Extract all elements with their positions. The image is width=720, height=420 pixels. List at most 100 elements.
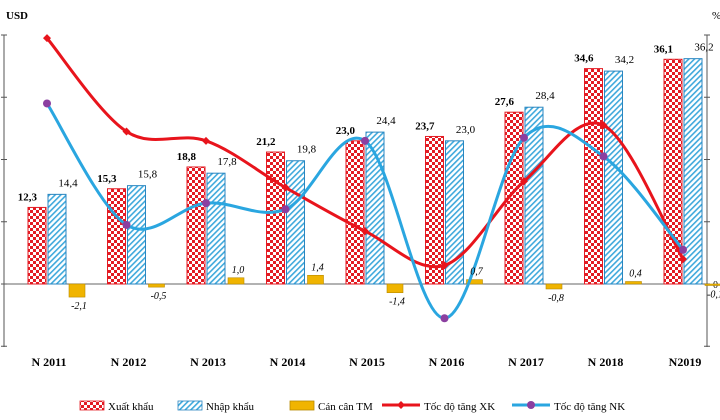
bar-trade-balance — [704, 283, 720, 286]
import-value-label: 23,0 — [456, 124, 476, 136]
import-growth-marker — [122, 220, 131, 229]
category-label: N 2014 — [270, 355, 306, 369]
legend: Xuất khẩu Nhập khẩu Cán cân TM Tốc độ tăng … — [79, 400, 625, 413]
export-value-label: 23,7 — [415, 120, 435, 132]
bar-import — [127, 185, 146, 285]
bar-import — [365, 131, 385, 285]
line-import-growth — [45, 102, 685, 320]
export-value-label: 34,6 — [574, 53, 594, 65]
import-value-label: 14,4 — [58, 177, 78, 189]
bar-import — [206, 172, 226, 285]
legend-item-export-label: Xuất khẩu — [108, 401, 154, 413]
export-growth-marker — [520, 177, 528, 186]
balance-value-label: 0,4 — [629, 269, 642, 280]
left-unit-label: USD — [6, 10, 28, 22]
export-growth-marker — [361, 227, 369, 236]
import-growth-marker — [520, 133, 528, 142]
export-growth-marker — [202, 136, 210, 145]
import-growth-marker — [599, 152, 608, 161]
import-value-label: 34,2 — [615, 54, 634, 66]
bar-export — [27, 206, 47, 285]
legend-item-import-growth-marker — [527, 401, 535, 409]
category-label: N 2018 — [588, 355, 624, 369]
import-growth-marker — [679, 245, 687, 254]
bar-trade-balance — [545, 283, 563, 290]
export-growth-marker — [43, 34, 51, 43]
import-value-label: 17,8 — [217, 156, 237, 168]
category-labels-group: N 2011 N 2012 N 2013 N 2014 N 2015 N 2016 N 20… — [31, 355, 701, 369]
export-value-label: 21,2 — [256, 136, 276, 148]
bar-trade-balance — [68, 283, 86, 298]
bar-trade-balance — [227, 277, 245, 285]
bar-export — [584, 68, 603, 285]
export-value-label: 15,3 — [97, 173, 117, 185]
category-label: N 2013 — [190, 355, 226, 369]
legend-item-import-growth-label: Tốc độ tăng NK — [554, 401, 625, 413]
category-label: N2019 — [669, 355, 702, 369]
balance-value-label: -0,1 — [707, 290, 720, 301]
legend-item-export-swatch — [79, 400, 105, 411]
legend-item-balance-swatch — [289, 400, 315, 411]
legend-item-import-label: Nhập khẩu — [206, 401, 254, 413]
category-label: N 2015 — [349, 355, 385, 369]
balance-value-label: -2,1 — [71, 301, 87, 312]
balance-value-label: -1,4 — [389, 297, 405, 308]
legend-item-balance-label: Cán cân TM — [318, 401, 373, 413]
line-series-group — [43, 34, 687, 323]
import-growth-marker — [43, 99, 51, 108]
export-value-label: 36,1 — [654, 43, 673, 55]
legend-item-import-growth-symbol — [512, 401, 550, 409]
import-growth-marker — [202, 199, 210, 208]
import-growth-marker — [281, 205, 290, 214]
export-value-label: 27,6 — [495, 96, 515, 108]
import-value-label: 15,8 — [138, 169, 158, 181]
import-value-label: 24,4 — [376, 115, 396, 127]
export-value-label: 23,0 — [336, 125, 356, 137]
legend-item-export-growth-label: Tốc độ tăng XK — [424, 401, 495, 413]
balance-value-label: 0,7 — [470, 267, 484, 278]
balance-value-label: 1,0 — [232, 265, 245, 276]
legend-item-export-growth-marker — [397, 401, 405, 409]
bar-trade-balance — [386, 283, 404, 294]
bar-trade-balance — [307, 274, 324, 285]
bar-export — [504, 111, 524, 285]
import-value-label: 36,2 — [694, 42, 713, 54]
bar-import — [286, 160, 305, 285]
category-label: N 2012 — [111, 355, 147, 369]
data-labels-group: 12,3 14,4 -2,1 15,3 15,8 -0,5 18,8 17,8 1,0 21,2 1… — [18, 42, 720, 312]
export-growth-marker — [122, 127, 131, 136]
category-label: N 2017 — [508, 355, 544, 369]
export-value-label: 12,3 — [18, 191, 38, 203]
bar-export — [425, 135, 444, 285]
bar-export — [345, 140, 365, 285]
export-growth-marker — [281, 183, 290, 192]
bar-trade-balance — [625, 281, 642, 285]
category-label: N 2016 — [429, 355, 465, 369]
bar-import — [47, 193, 67, 285]
export-growth-marker — [679, 255, 687, 264]
bar-export — [186, 166, 206, 285]
bar-export — [107, 188, 126, 285]
import-growth-marker — [440, 314, 449, 323]
bar-export — [266, 151, 285, 285]
bar-import — [524, 106, 544, 285]
import-growth-marker — [361, 136, 369, 145]
bar-import — [445, 140, 464, 285]
bar-trade-balance — [148, 283, 165, 288]
export-value-label: 18,8 — [177, 151, 197, 163]
balance-value-label: 1,4 — [311, 262, 324, 273]
legend-item-import-swatch — [177, 400, 203, 411]
balance-value-label: -0,5 — [151, 291, 167, 302]
bar-import — [604, 70, 623, 285]
export-growth-marker — [599, 121, 608, 130]
legend-item-export-growth-symbol — [382, 401, 420, 409]
category-label: N 2011 — [31, 355, 66, 369]
line-export-growth — [45, 37, 685, 269]
import-value-label: 19,8 — [297, 144, 317, 156]
import-value-label: 28,4 — [535, 90, 555, 102]
bar-series-group — [27, 58, 720, 298]
right-unit-label: % — [712, 10, 720, 22]
bar-import — [683, 58, 703, 285]
export-growth-marker — [440, 261, 449, 270]
